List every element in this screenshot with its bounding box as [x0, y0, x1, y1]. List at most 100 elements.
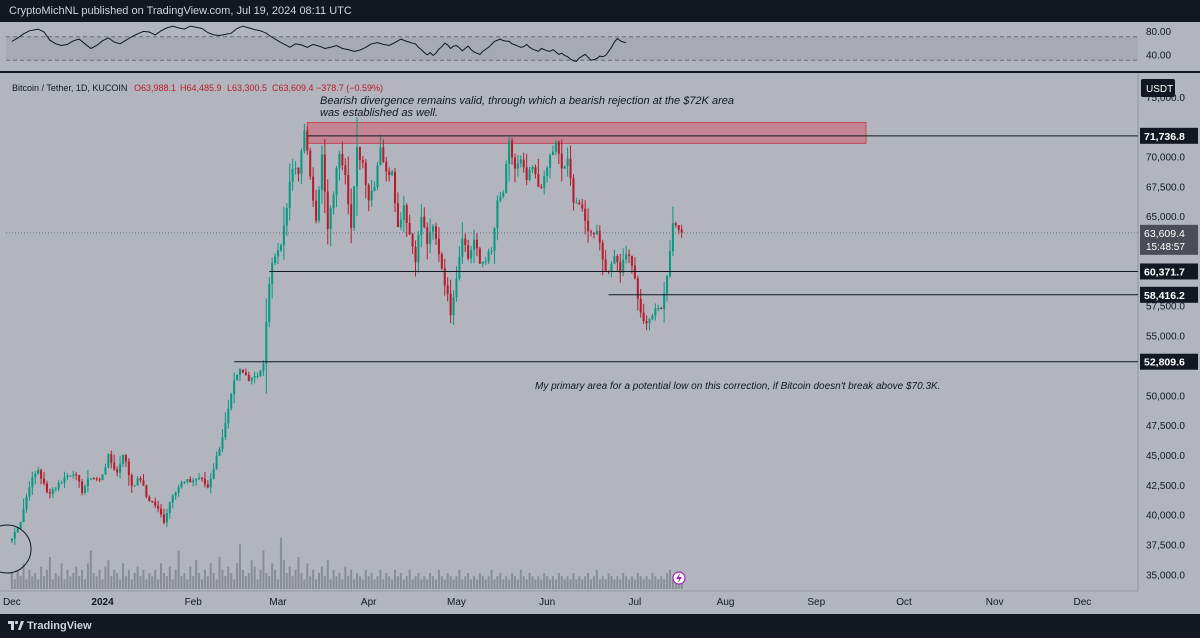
volume-bar [16, 569, 19, 589]
volume-bar [434, 579, 438, 589]
candle-body [610, 263, 613, 272]
volume-bar [560, 576, 563, 589]
level-price-badge [1140, 353, 1198, 370]
volume-bar [259, 569, 262, 589]
volume-bar [154, 569, 157, 589]
volume-bar [364, 569, 367, 589]
candle-body [236, 374, 239, 381]
candle-body [625, 254, 628, 260]
volume-bar [513, 576, 516, 589]
candle-body [666, 276, 669, 294]
volume-bar [101, 579, 104, 589]
candle-body [569, 158, 572, 179]
volume-bar [642, 579, 645, 589]
volume-bar [426, 579, 429, 589]
candle-body [323, 154, 326, 192]
x-tick-label: Jul [628, 597, 641, 608]
candle-body [455, 278, 458, 298]
volume-bar [206, 576, 209, 589]
candle-body [370, 190, 373, 201]
candle-body [642, 312, 645, 321]
candle-body [440, 254, 443, 269]
candle-body [513, 157, 516, 169]
x-tick-label: Mar [269, 597, 287, 608]
volume-bar [110, 576, 113, 589]
candle-body [151, 501, 154, 503]
candle-body [335, 168, 338, 195]
volume-bar [86, 563, 89, 589]
candle-body [443, 268, 446, 286]
volume-bar [522, 576, 525, 589]
candle-body [601, 242, 604, 260]
candle-body [253, 376, 256, 378]
ohlc-high: H64,485.9 [180, 83, 222, 93]
volume-bar [28, 569, 31, 589]
volume-bar [168, 566, 171, 589]
volume-bar [508, 579, 511, 589]
candle-body [511, 140, 514, 158]
volume-bar [136, 566, 139, 589]
volume-bar [455, 576, 458, 589]
volume-bar [277, 579, 280, 589]
volume-bar [133, 573, 136, 589]
volume-bar [89, 550, 92, 589]
volume-bar [361, 579, 364, 589]
candle-body [145, 485, 148, 497]
candle-body [81, 481, 84, 494]
volume-bar [645, 576, 648, 589]
candle-body [516, 163, 519, 169]
candle-body [54, 488, 57, 490]
volume-bar [578, 576, 581, 589]
volume-bar [148, 573, 151, 589]
candle-body [505, 164, 508, 193]
candle-body [288, 181, 291, 209]
x-tick-label: Dec [3, 597, 21, 608]
currency-label: USDT [1146, 84, 1173, 95]
candle-body [98, 479, 101, 481]
volume-bar [511, 573, 514, 589]
volume-bar [230, 573, 233, 589]
candle-body [458, 256, 461, 279]
y-tick-label: 50,000.0 [1146, 391, 1185, 402]
volume-bar [490, 569, 493, 589]
candle-body [484, 261, 487, 263]
candle-body [578, 202, 581, 205]
candle-body [361, 160, 364, 163]
volume-bar [461, 579, 464, 589]
candle-body [519, 159, 522, 164]
candle-body [414, 246, 417, 263]
currency-badge[interactable] [1141, 79, 1175, 97]
candle-body [294, 167, 297, 169]
volume-bar [25, 579, 28, 589]
rsi-line [11, 25, 627, 62]
level-price-label: 58,416.2 [1144, 290, 1185, 302]
volume-bar [604, 579, 607, 589]
candle-body [326, 191, 329, 230]
volume-bar [589, 579, 593, 589]
volume-bar [566, 576, 569, 589]
candle-body [256, 375, 259, 377]
volume-bar [165, 576, 168, 589]
candle-body [303, 130, 306, 151]
volume-bar [81, 569, 84, 589]
candle-body [168, 502, 171, 513]
volume-bar [420, 579, 423, 589]
volume-bar [414, 576, 417, 589]
candle-body [224, 423, 227, 438]
candle-body [496, 200, 499, 229]
volume-bar [613, 579, 616, 589]
volume-bar [338, 573, 341, 589]
chart-canvas[interactable]: 80.00 40.00 71,736.8 60,371.7 58,416.2 52,80… [0, 22, 1200, 614]
volume-bar [227, 566, 230, 589]
volume-bar [69, 576, 72, 589]
volume-bar [525, 579, 528, 589]
volume-bar [151, 576, 154, 589]
tradingview-logo-icon[interactable] [8, 619, 24, 633]
candle-body [22, 508, 25, 523]
candle-body [540, 186, 543, 188]
candle-body [104, 467, 107, 475]
volume-bar [546, 576, 549, 589]
candle-body [499, 196, 502, 201]
volume-bar [145, 579, 148, 589]
candle-body [291, 168, 294, 182]
